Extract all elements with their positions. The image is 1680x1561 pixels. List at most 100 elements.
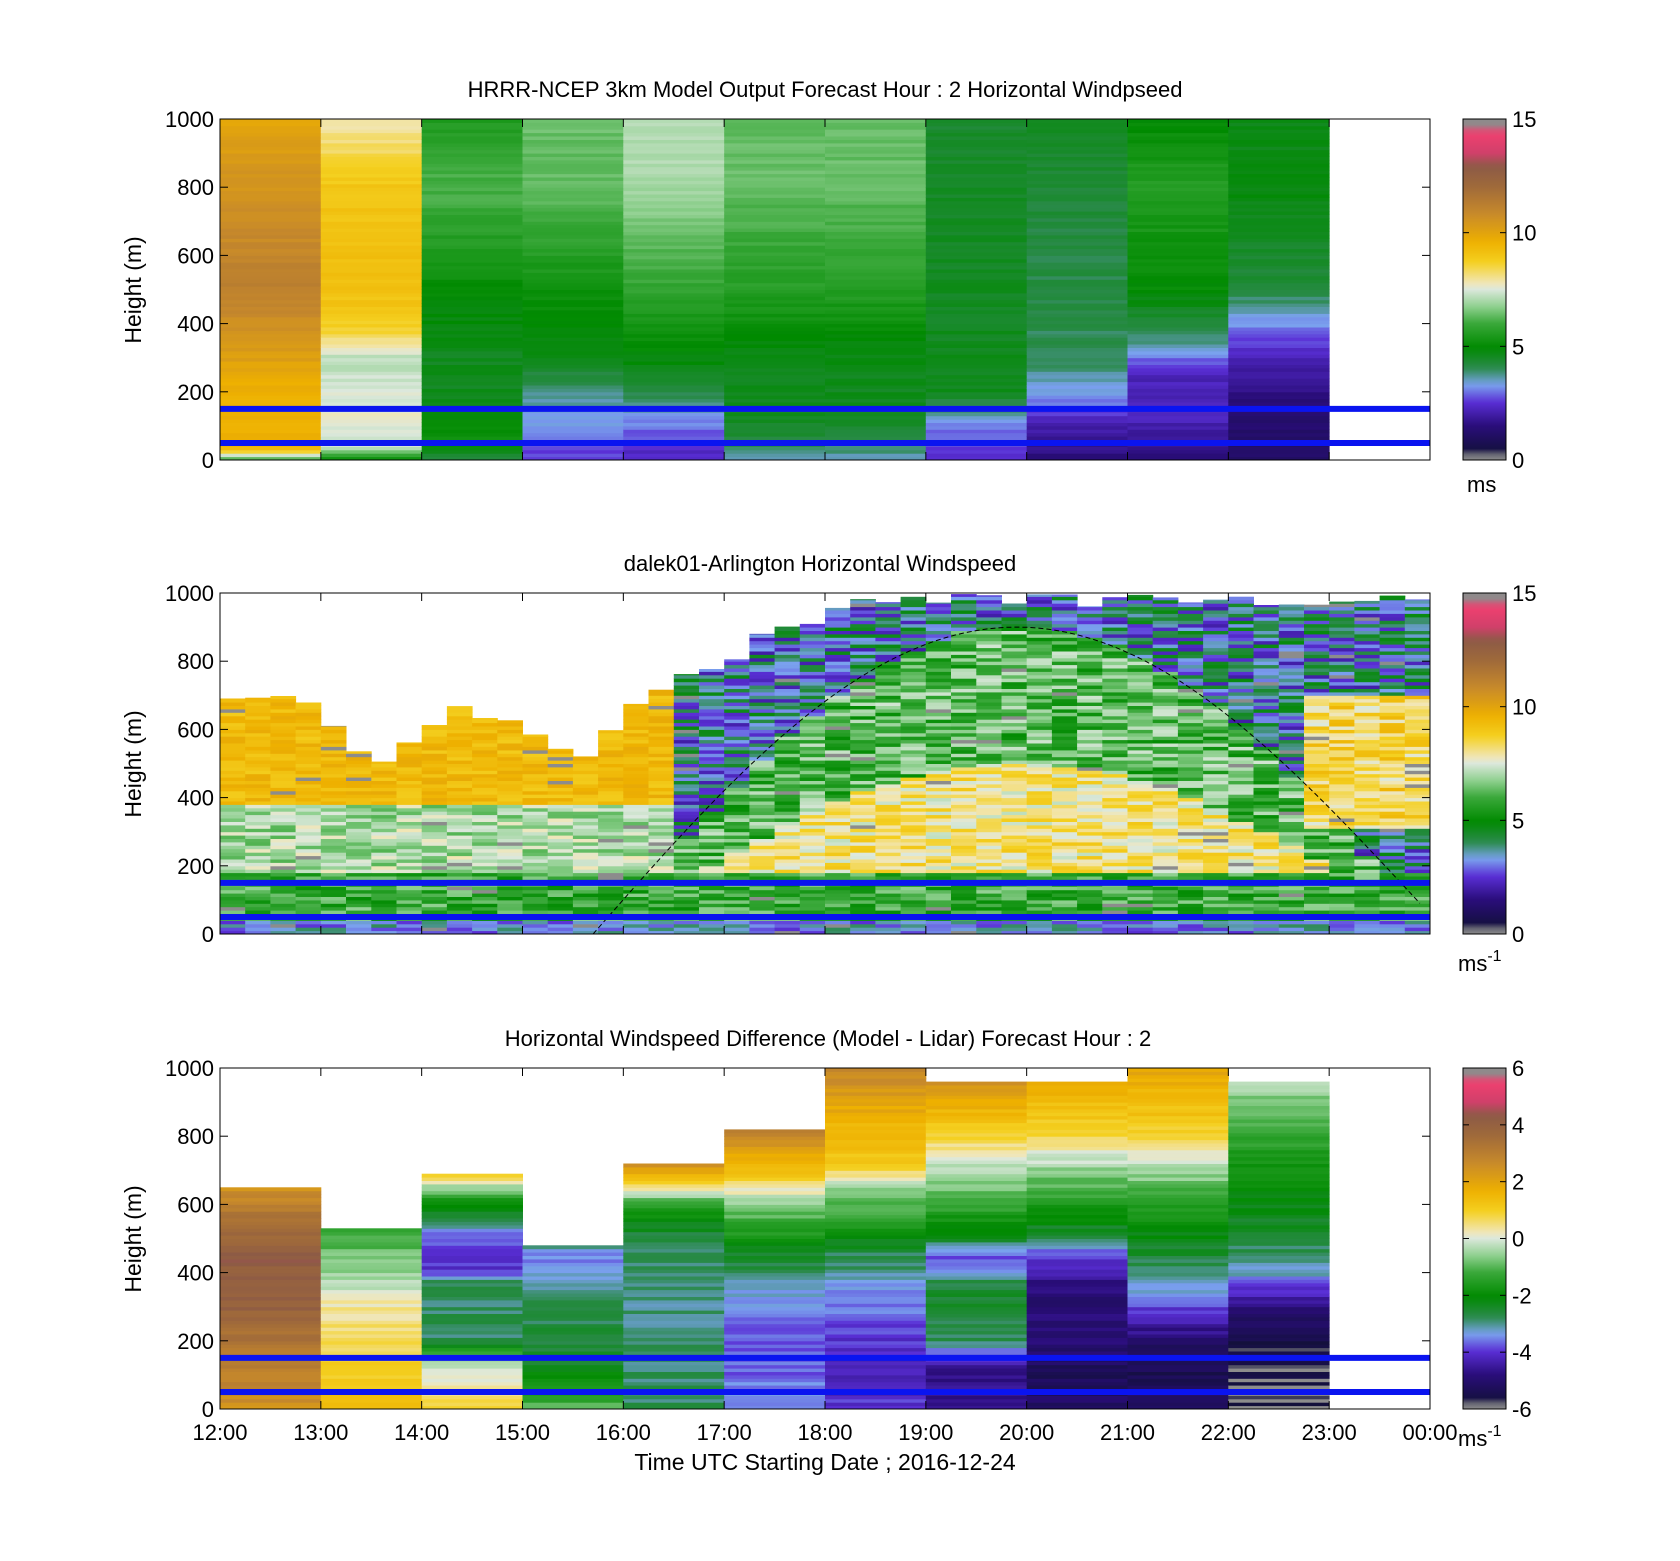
heatmap-cell [1253, 852, 1280, 857]
heatmap-cell [320, 896, 347, 901]
heatmap-cell [522, 807, 549, 812]
heatmap-cell [1026, 930, 1053, 934]
heatmap-cell [1077, 688, 1103, 693]
heatmap-cell [1304, 637, 1330, 642]
heatmap-cell [572, 766, 599, 771]
heatmap-cell [673, 688, 700, 693]
heatmap-cell [825, 668, 851, 672]
heatmap-cell [320, 313, 423, 318]
heatmap-cell [421, 231, 523, 236]
heatmap-cell [220, 841, 246, 846]
heatmap-cell [799, 835, 826, 839]
heatmap-cell [875, 695, 902, 700]
heatmap-cell [925, 136, 1028, 140]
heatmap-cell [925, 204, 1028, 209]
heatmap-cell [875, 766, 902, 771]
heatmap-cell [1203, 732, 1229, 737]
heatmap-cell [497, 835, 523, 839]
heatmap-cell [421, 180, 523, 185]
heatmap-cell [598, 893, 624, 897]
heatmap-cell [825, 252, 927, 256]
heatmap-cell [925, 217, 1028, 222]
heatmap-cell [1026, 594, 1053, 597]
heatmap-cell [346, 859, 372, 863]
heatmap-cell [673, 794, 700, 799]
heatmap-cell [875, 773, 902, 778]
heatmap-cell [850, 814, 876, 819]
heatmap-cell [547, 804, 574, 809]
heatmap-cell [825, 715, 851, 720]
heatmap-cell [623, 269, 725, 273]
heatmap-cell [1026, 313, 1128, 318]
heatmap-cell [673, 896, 700, 901]
heatmap-cell [497, 729, 523, 734]
heatmap-cell [623, 415, 725, 420]
heatmap-cell [1001, 726, 1028, 730]
heatmap-cell [850, 899, 876, 904]
heatmap-cell [925, 906, 952, 911]
heatmap-cell [1228, 388, 1330, 393]
heatmap-cell [648, 722, 675, 727]
heatmap-cell [396, 742, 423, 744]
heatmap-cell [1228, 306, 1330, 311]
heatmap-cell [875, 620, 902, 625]
heatmap-cell [875, 691, 902, 696]
heatmap-cell [1177, 753, 1204, 758]
heatmap-cell [900, 893, 927, 897]
heatmap-cell [472, 872, 498, 877]
heatmap-cell [497, 865, 523, 870]
heatmap-cell [976, 722, 1002, 727]
heatmap-cell [925, 241, 1028, 246]
heatmap-cell [1102, 651, 1128, 655]
heatmap-cell [421, 306, 523, 311]
heatmap-cell [699, 777, 725, 781]
heatmap-cell [245, 719, 271, 724]
heatmap-cell [673, 811, 700, 816]
heatmap-cell [346, 869, 372, 874]
heatmap-cell [497, 896, 523, 901]
heatmap-cell [1026, 173, 1128, 178]
heatmap-cell [925, 381, 1028, 386]
heatmap-cell [1354, 753, 1381, 758]
heatmap-cell [825, 790, 851, 795]
heatmap-cell [572, 787, 599, 792]
heatmap-cell [598, 777, 624, 781]
heatmap-cell [295, 814, 322, 819]
heatmap-cell [1354, 787, 1381, 792]
heatmap-cell [623, 228, 725, 232]
heatmap-cell [1077, 705, 1103, 710]
heatmap-cell [446, 784, 473, 788]
heatmap-cell [825, 681, 851, 686]
heatmap-cell [799, 749, 826, 754]
heatmap-cell [421, 773, 448, 778]
heatmap-cell [623, 749, 649, 754]
heatmap-cell [699, 848, 725, 853]
heatmap-cell [925, 787, 952, 792]
heatmap-cell [421, 299, 523, 304]
heatmap-cell [951, 712, 977, 717]
heatmap-cell [925, 712, 952, 717]
heatmap-cell [421, 725, 448, 727]
heatmap-cell [925, 749, 952, 754]
heatmap-cell [320, 398, 423, 403]
heatmap-cell [346, 801, 372, 805]
heatmap-cell [850, 681, 876, 686]
heatmap-cell [1051, 599, 1078, 604]
heatmap-cell [875, 712, 902, 717]
heatmap-cell [900, 661, 927, 666]
heatmap-cell [1379, 862, 1406, 867]
heatmap-cell [1127, 872, 1154, 877]
heatmap-cell [1203, 886, 1229, 891]
heatmap-cell [1329, 862, 1355, 867]
heatmap-cell [1228, 275, 1330, 280]
heatmap-cell [371, 896, 397, 901]
heatmap-cell [1203, 852, 1229, 857]
heatmap-cell [1354, 838, 1381, 843]
heatmap-cell [976, 859, 1002, 863]
heatmap-cell [699, 736, 725, 741]
heatmap-cell [699, 896, 725, 901]
heatmap-cell [346, 821, 372, 826]
heatmap-cell [371, 862, 397, 867]
heatmap-cell [825, 722, 851, 727]
heatmap-cell [1001, 838, 1028, 843]
